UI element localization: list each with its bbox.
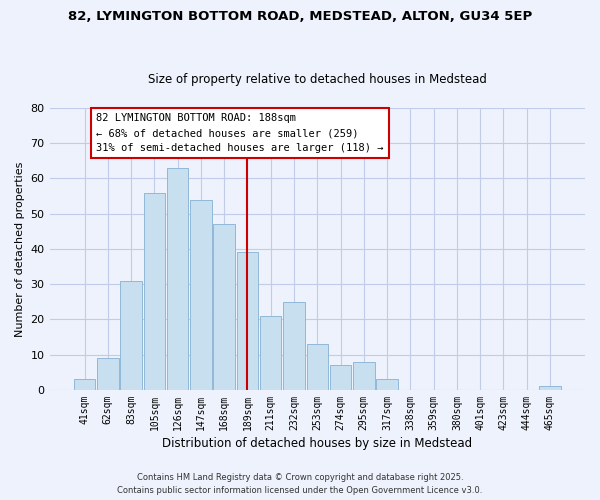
Bar [237,252,258,390]
Bar [121,280,142,390]
Bar [353,362,374,390]
Bar [167,168,188,390]
Text: 82 LYMINGTON BOTTOM ROAD: 188sqm
← 68% of detached houses are smaller (259)
31% : 82 LYMINGTON BOTTOM ROAD: 188sqm ← 68% o… [96,114,384,153]
Text: 82, LYMINGTON BOTTOM ROAD, MEDSTEAD, ALTON, GU34 5EP: 82, LYMINGTON BOTTOM ROAD, MEDSTEAD, ALT… [68,10,532,23]
X-axis label: Distribution of detached houses by size in Medstead: Distribution of detached houses by size … [162,437,472,450]
Bar [74,380,95,390]
Text: Contains HM Land Registry data © Crown copyright and database right 2025.
Contai: Contains HM Land Registry data © Crown c… [118,474,482,495]
Y-axis label: Number of detached properties: Number of detached properties [15,162,25,336]
Bar [260,316,281,390]
Bar [143,192,165,390]
Bar [539,386,560,390]
Bar [376,380,398,390]
Bar [330,366,351,390]
Bar [283,302,305,390]
Bar [190,200,212,390]
Bar [307,344,328,390]
Bar [214,224,235,390]
Title: Size of property relative to detached houses in Medstead: Size of property relative to detached ho… [148,73,487,86]
Bar [97,358,119,390]
